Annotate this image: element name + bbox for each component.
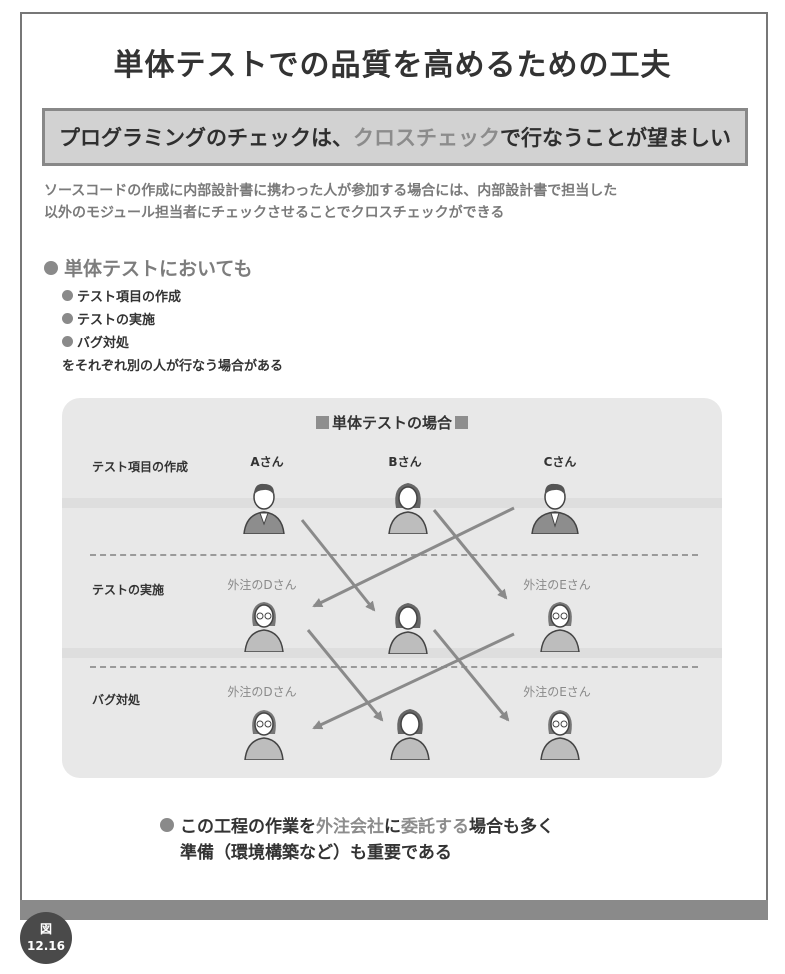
- person-male-icon: [531, 483, 579, 534]
- closing-line-1: この工程の作業を外注会社に委託する場合も多く: [160, 814, 554, 840]
- list-item: バグ対処: [62, 330, 283, 353]
- person-glasses-icon: [244, 710, 284, 760]
- list-item: テストの実施: [62, 307, 283, 330]
- diagram-title: 単体テストの場合: [62, 412, 722, 433]
- person-female-icon: [388, 483, 428, 534]
- banner-highlight: クロスチェック: [353, 126, 500, 150]
- bullet-list: テスト項目の作成 テストの実施 バグ対処 をそれぞれ別の人が行なう場合がある: [62, 284, 283, 376]
- person-label-d: 外注のDさん: [227, 685, 297, 699]
- person-label-e: 外注のEさん: [523, 578, 591, 592]
- square-icon: [315, 416, 329, 429]
- square-icon: [455, 416, 468, 429]
- description-line: ソースコードの作成に内部設計書に携わった人が参加する場合には、内部設計書で担当し…: [44, 183, 618, 199]
- diagram-panel: 単体テストの場合 テスト項目の作成 テストの実施 バグ対処 Aさん Bさん Cさ…: [62, 398, 722, 778]
- person-glasses-icon: [540, 710, 580, 760]
- bullet-dot-icon: [44, 260, 58, 275]
- cross-check-arrows: [300, 506, 515, 730]
- closing-line-2: 準備（環境構築など）も重要である: [180, 843, 452, 863]
- bullet-dot-icon: [160, 818, 174, 832]
- row-label-create-tests: テスト項目の作成: [92, 460, 189, 474]
- person-glasses-icon: [540, 602, 580, 652]
- arrow-a-to-b: [300, 519, 376, 612]
- description-line: 以外のモジュール担当者にチェックさせることでクロスチェックができる: [44, 205, 505, 221]
- figure-number: 12.16: [27, 939, 65, 953]
- bullet-dot-icon: [62, 336, 73, 347]
- figure-label: 図: [39, 922, 52, 936]
- row-label-run-tests: テストの実施: [92, 583, 165, 597]
- closing-statement: この工程の作業を外注会社に委託する場合も多く 準備（環境構築など）も重要である: [160, 814, 554, 866]
- description: ソースコードの作成に内部設計書に携わった人が参加する場合には、内部設計書で担当し…: [44, 180, 754, 224]
- person-label-d: 外注のDさん: [227, 578, 297, 592]
- bottom-bar: [20, 900, 768, 920]
- person-female-icon: [388, 603, 428, 654]
- person-label-a: Aさん: [250, 455, 284, 469]
- key-point-banner: プログラミングのチェックは、 クロスチェック で行なうことが望ましい: [42, 108, 748, 166]
- section-heading: 単体テストにおいても: [44, 254, 252, 281]
- banner-text-2: で行なうことが望ましい: [500, 126, 731, 150]
- bullet-dot-icon: [62, 290, 73, 301]
- page-title: 単体テストでの品質を高めるための工夫: [113, 48, 672, 83]
- arrow-e-to-d: [312, 632, 515, 730]
- panel-band: [62, 498, 722, 508]
- banner-text-1: プログラミングのチェックは、: [59, 126, 353, 150]
- row-label-fix-bugs: バグ対処: [92, 693, 141, 707]
- section-heading-text: 単体テストにおいても: [64, 258, 253, 280]
- arrow-b-to-e: [432, 509, 508, 600]
- person-label-e: 外注のEさん: [523, 685, 591, 699]
- bullet-dot-icon: [62, 313, 73, 324]
- list-item: テスト項目の作成: [62, 284, 283, 307]
- person-label-b: Bさん: [388, 455, 422, 469]
- arrow-c-to-d: [312, 506, 515, 608]
- arrow-b-to-e: [432, 629, 510, 722]
- arrow-d-to-b: [306, 629, 384, 722]
- bullet-list-tail: をそれぞれ別の人が行なう場合がある: [62, 359, 284, 374]
- figure-number-badge: 図 12.16: [20, 912, 72, 964]
- person-female-icon: [390, 709, 430, 760]
- row-separator: [90, 666, 698, 668]
- row-separator: [90, 554, 698, 556]
- person-label-c: Cさん: [543, 455, 577, 469]
- person-male-icon: [243, 483, 285, 534]
- person-glasses-icon: [244, 602, 284, 652]
